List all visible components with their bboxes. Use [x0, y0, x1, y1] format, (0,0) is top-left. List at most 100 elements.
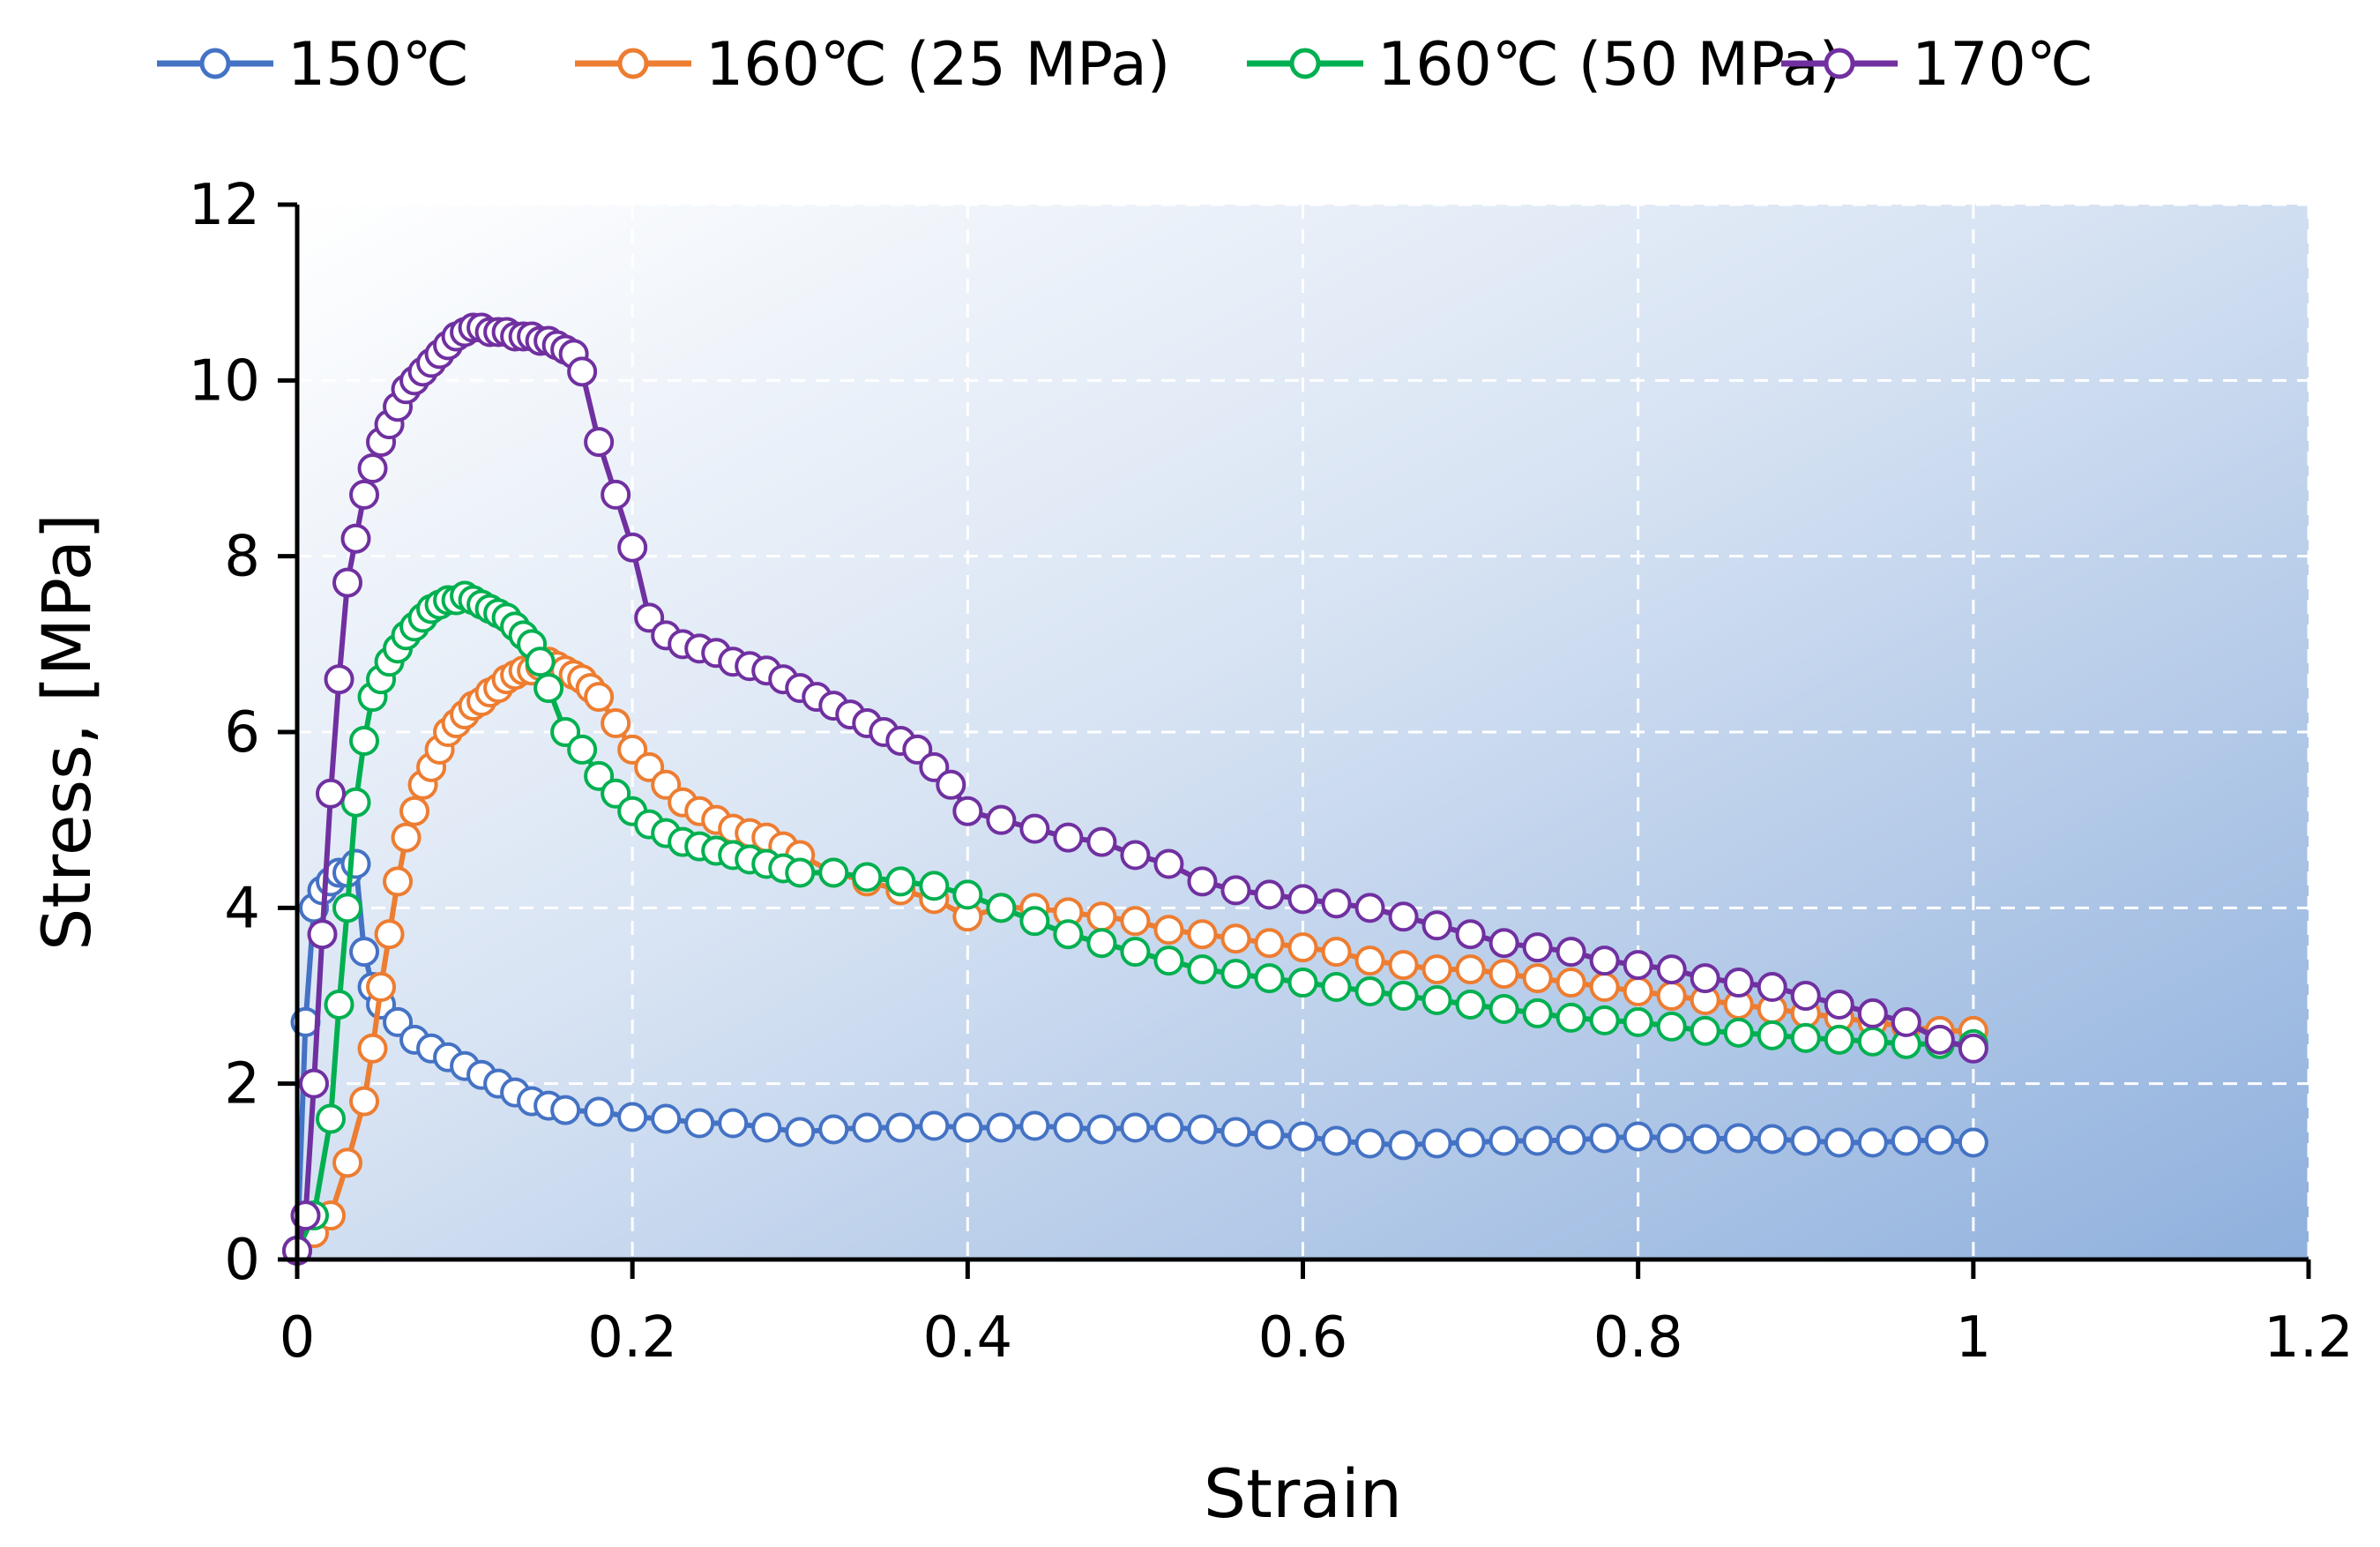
data-point	[1153, 915, 1184, 945]
data-point	[1388, 981, 1419, 1011]
grid-lines	[297, 203, 2310, 1259]
axes	[278, 202, 2311, 1279]
data-point	[919, 1110, 950, 1141]
legend-item-2: 160℃ (50 MPa)	[1247, 30, 1842, 100]
data-point	[1556, 1125, 1586, 1155]
data-point	[1924, 1125, 1955, 1155]
data-point	[885, 866, 916, 897]
data-point	[1455, 954, 1486, 985]
chart-legend: 150℃ 160℃ (25 MPa) 160℃ (50 MPa) 170℃	[157, 30, 2093, 100]
x-tick-label: 1	[1955, 1305, 1991, 1371]
data-point	[1891, 1125, 1921, 1156]
data-point	[601, 708, 631, 739]
data-point	[567, 356, 598, 387]
data-point	[584, 427, 615, 458]
data-point	[584, 1096, 615, 1127]
data-point	[324, 989, 354, 1020]
legend-label: 170℃	[1912, 30, 2093, 100]
data-point	[1187, 919, 1218, 950]
tick-labels: 0 2 4 6 8 10 12 0 0.2 0.4 0.6 0.8 1 1.2	[189, 173, 2354, 1371]
data-point	[550, 1095, 581, 1125]
data-point	[1287, 968, 1318, 998]
data-point	[1958, 1127, 1988, 1158]
data-point	[1421, 984, 1452, 1015]
data-point	[1354, 945, 1385, 976]
data-point	[1287, 932, 1318, 963]
y-tick-label: 6	[224, 700, 260, 766]
data-point	[533, 673, 564, 704]
data-point	[1220, 875, 1251, 906]
data-point	[332, 567, 363, 598]
data-point	[1824, 1127, 1854, 1158]
data-point	[1522, 932, 1553, 963]
y-tick-label: 0	[224, 1228, 260, 1293]
data-point	[1254, 1119, 1285, 1150]
data-point	[332, 893, 363, 923]
data-point	[567, 734, 598, 765]
data-point	[1086, 901, 1117, 932]
data-point	[651, 1103, 682, 1134]
series-3	[282, 312, 1988, 1267]
data-point	[374, 919, 405, 950]
y-tick-label: 8	[224, 525, 260, 590]
data-point	[1623, 950, 1653, 981]
legend-label: 160℃ (25 MPa)	[705, 30, 1170, 100]
data-point	[852, 1112, 883, 1143]
data-point	[1321, 1125, 1352, 1156]
data-point	[1723, 968, 1754, 998]
data-point	[1488, 1125, 1519, 1156]
data-point	[1321, 937, 1352, 968]
data-point	[986, 804, 1017, 835]
data-point	[340, 787, 371, 818]
data-point	[1488, 928, 1519, 959]
data-point	[1388, 901, 1419, 932]
data-point	[1220, 959, 1251, 990]
data-point	[1421, 910, 1452, 941]
data-point	[1120, 937, 1151, 968]
y-tick-label: 12	[189, 173, 260, 238]
legend-swatch-marker	[199, 48, 231, 79]
legend-label: 150℃	[287, 30, 469, 100]
data-point	[1690, 963, 1720, 994]
data-point	[952, 1112, 983, 1143]
data-point	[1488, 993, 1519, 1024]
legend-swatch-marker	[1289, 48, 1321, 79]
data-point	[1623, 1121, 1653, 1152]
data-point	[818, 857, 849, 888]
data-point	[1824, 989, 1854, 1020]
data-point	[1790, 1125, 1821, 1156]
data-point	[1321, 972, 1352, 1003]
data-point	[1287, 884, 1318, 915]
x-tick-label: 0.4	[922, 1305, 1012, 1371]
data-point	[1924, 1024, 1955, 1055]
data-point	[1187, 866, 1218, 897]
data-point	[1388, 950, 1419, 981]
data-point	[1421, 954, 1452, 985]
data-point	[1053, 1112, 1084, 1143]
legend-item-0: 150℃	[157, 30, 469, 100]
data-point	[1589, 945, 1620, 976]
data-point	[1086, 826, 1117, 857]
legend-item-1: 160℃ (25 MPa)	[575, 30, 1170, 100]
data-point	[1187, 954, 1218, 985]
data-point	[952, 879, 983, 910]
data-point	[684, 1108, 715, 1139]
data-point	[617, 1102, 648, 1132]
x-tick-label: 0.2	[587, 1305, 677, 1371]
data-point	[601, 479, 631, 510]
data-point	[1522, 998, 1553, 1028]
legend-swatch-marker	[1824, 48, 1855, 79]
data-point	[366, 972, 397, 1003]
data-point	[1656, 1123, 1687, 1154]
y-axis-title: Stress, [MPa]	[27, 513, 106, 951]
data-point	[349, 1086, 380, 1117]
data-point	[952, 796, 983, 826]
data-point	[1354, 1128, 1385, 1159]
data-point	[1053, 822, 1084, 853]
data-point	[1153, 945, 1184, 976]
data-point	[1958, 1033, 1988, 1064]
legend-swatch-marker	[617, 48, 649, 79]
data-point	[1153, 1112, 1184, 1143]
data-point	[818, 1114, 849, 1145]
data-point	[1254, 963, 1285, 994]
